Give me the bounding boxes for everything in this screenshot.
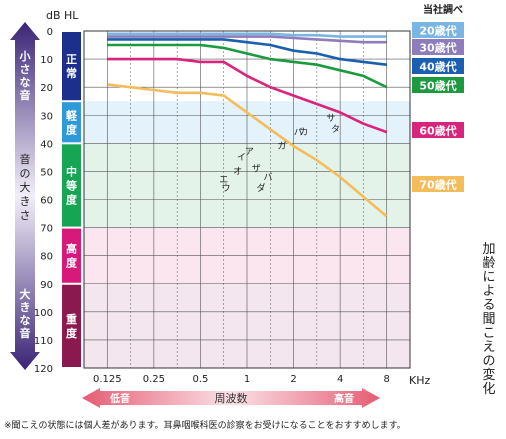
legend-box-4 [412,77,464,93]
x-tick-label-4: 1 [244,374,250,385]
y-tick-label-10: 10 [40,55,53,66]
phoneme-label-6: ザ [252,163,261,174]
legend-box-6 [412,176,464,192]
y-tick-label-50: 50 [40,167,53,178]
x-axis-unit: KHz [409,374,430,387]
frequency-arrow [82,388,380,408]
legend-box-3 [412,58,464,74]
legend-box-1 [412,22,464,38]
frequency-arrow-middle-label: 周波数 [215,392,248,405]
legend-label-1: 20歳代 [419,24,456,38]
x-tick-label-6: 4 [337,374,343,385]
series-line-5 [107,57,388,134]
phoneme-label-4: イ [237,153,246,163]
series-line-3 [107,38,387,66]
legend-label-5: 60歳代 [419,124,456,138]
phoneme-label-11: カ [299,127,308,138]
source-note: 当社調べ [423,3,463,16]
frequency-arrow-low-label: 低音 [109,392,130,405]
band-label-box-5 [62,284,81,367]
band-label-box-3 [62,144,81,227]
phoneme-label-13: タ [331,124,340,135]
footnote: ※聞こえの状態には個人差があります。耳鼻咽喉科医の診察をお受けになることをおすす… [4,419,406,431]
y-tick-label-80: 80 [40,252,53,263]
band-label-5: 重度 [66,312,78,340]
phoneme-label-2: ウ [222,183,231,194]
series-line-1 [107,32,387,38]
x-tick-label-2: 0.25 [143,374,165,385]
legend-box-5 [412,122,464,138]
phoneme-label-10: バ [294,127,303,138]
y-tick-label-0: 0 [47,27,53,38]
y-tick-label-60: 60 [40,196,53,207]
legend-label-4: 50歳代 [419,79,456,93]
band-label-box-1 [62,32,81,101]
frequency-arrow-high-label: 高音 [334,392,354,405]
x-tick-label-5: 2 [290,374,296,385]
x-tick-label-7: 8 [384,374,390,385]
y-tick-label-90: 90 [40,280,53,291]
y-tick-label-100: 100 [34,308,53,319]
phoneme-label-1: エ [219,176,228,186]
band-label-2: 軽度 [66,108,78,136]
loudness-arrow [10,22,40,370]
loudness-arrow-top-label: 小さな音 [19,49,31,102]
y-tick-label-40: 40 [40,139,53,150]
y-tick-label-120: 120 [34,364,53,375]
phoneme-label-3: オ [233,166,242,177]
plot-frame [83,30,411,369]
y-tick-label-70: 70 [40,224,53,235]
phoneme-label-7: ダ [256,182,265,194]
loudness-arrow-middle-label: 音の大きさ [20,152,31,222]
band-label-box-4 [62,228,81,283]
loudness-arrow-bottom-label: 大きな音 [20,287,31,340]
y-axis-label: dB HL [46,9,79,22]
series-line-2 [107,35,387,44]
band-label-box-2 [62,102,81,143]
y-tick-label-30: 30 [40,111,53,122]
legend-label-2: 30歳代 [419,41,456,55]
legend-box-2 [412,39,464,55]
x-tick-label-1: 0.125 [93,374,122,385]
x-tick-label-3: 0.5 [192,374,208,385]
phoneme-label-8: バ [263,172,272,183]
legend-label-3: 40歳代 [419,60,456,74]
band-label-4: 高度 [66,242,78,270]
series-line-6 [107,83,388,218]
y-tick-label-20: 20 [40,83,53,94]
band-label-3: 中等度 [65,164,78,206]
phoneme-label-5: ア [245,148,254,158]
phoneme-label-12: サ [326,113,335,124]
series-line-4 [107,43,388,89]
phoneme-label-9: ガ [277,141,286,152]
band-label-1: 正常 [66,53,77,80]
legend-label-6: 70歳代 [419,178,456,192]
side-title: 加齢による聞こえの変化 [482,242,495,397]
y-tick-label-110: 110 [34,336,53,347]
